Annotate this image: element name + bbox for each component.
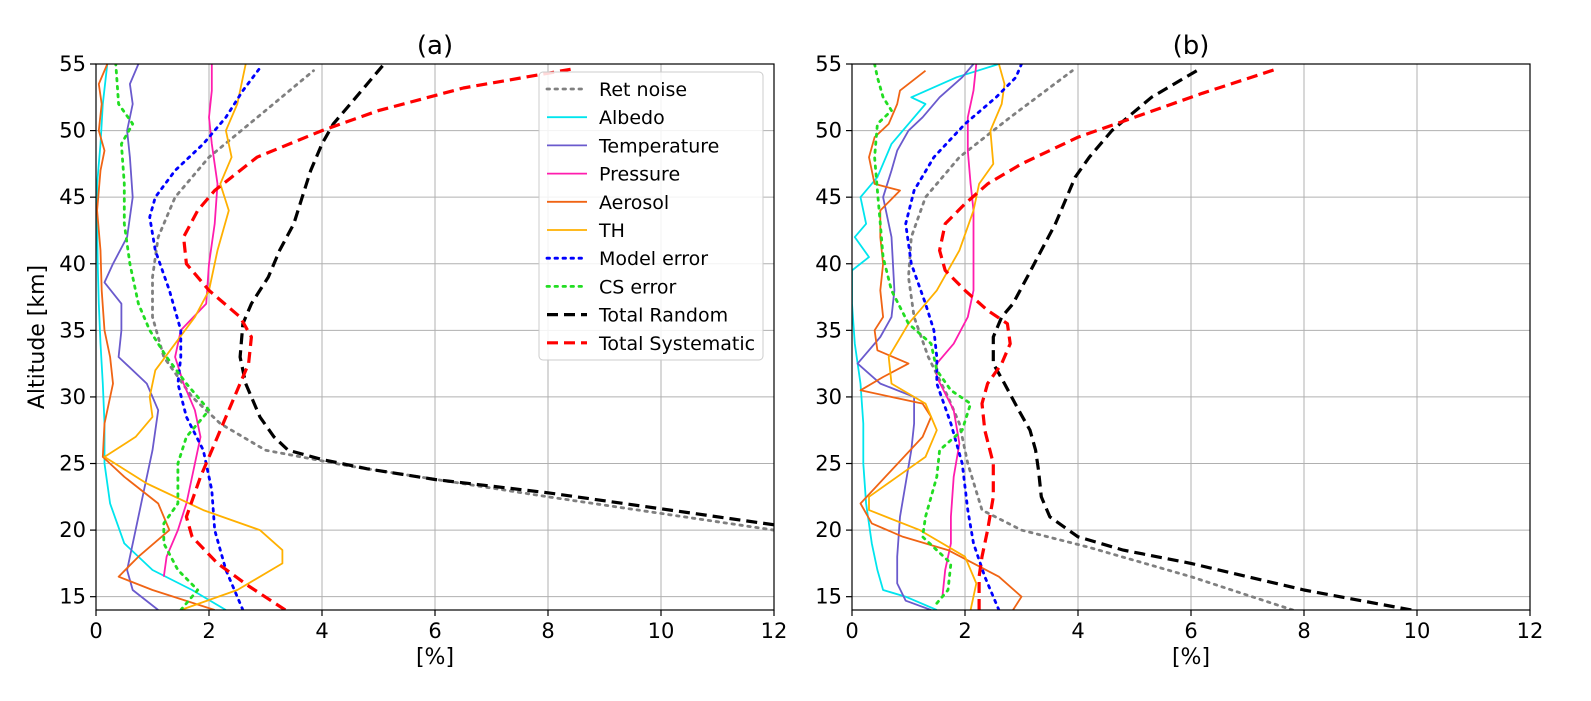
series-line-pressure [935,64,978,597]
series-line-total-systematic [938,67,1277,610]
y-tick-label: 30 [59,385,86,409]
series-line-aerosol [96,64,215,610]
series-line-albedo [852,64,1000,610]
y-tick-label: 40 [59,252,86,276]
y-tick-label: 35 [815,318,842,342]
y-tick-label: 20 [815,518,842,542]
series-line-albedo [96,64,227,610]
x-tick-label: 12 [1517,619,1544,643]
x-tick-label: 2 [958,619,971,643]
panel-a: 0 2 4 6 8 10 12 15 20 25 30 35 40 45 50 55 (a) [%] Altitud… [25,31,787,670]
series-line-th [868,64,1006,610]
legend-label-aerosol: Aerosol [599,192,669,214]
series-line-cs-error [873,64,972,605]
x-tick-label: 6 [428,619,441,643]
y-tick-label: 55 [59,52,86,76]
series-line-cs-error [114,64,211,610]
panel-title: (a) [417,31,453,61]
y-tick-label: 50 [815,119,842,143]
y-tick-label: 30 [815,385,842,409]
y-tick-label: 35 [59,318,86,342]
legend-label-ret-noise: Ret noise [599,79,687,101]
legend-label-temperature: Temperature [598,135,719,157]
legend-label-model-error: Model error [599,248,708,270]
series-group [852,64,1412,610]
x-tick-label: 8 [541,619,554,643]
x-tick-label: 4 [315,619,328,643]
x-tick-label: 12 [761,619,788,643]
y-tick-label: 15 [815,585,842,609]
panel-b: 0 2 4 6 8 10 12 15 20 25 30 35 40 45 50 55 (b) [%] [815,31,1543,670]
x-tick-label: 6 [1184,619,1197,643]
y-tick-label: 25 [59,452,86,476]
legend-label-th: TH [598,220,625,242]
series-line-th [103,64,284,610]
x-tick-label: 4 [1071,619,1084,643]
x-tick-label: 0 [89,619,102,643]
series-line-model-error [904,64,1023,610]
x-axis-label: [%] [1172,645,1210,670]
x-axis-label: [%] [416,645,454,670]
legend-label-albedo: Albedo [599,107,665,129]
legend: Ret noise Albedo Temperature Pressure Aeroso… [538,71,764,361]
series-line-temperature [103,64,160,610]
x-tick-label: 2 [202,619,215,643]
x-tick-label: 10 [1404,619,1431,643]
series-line-temperature [856,64,975,610]
y-tick-label: 50 [59,119,86,143]
x-tick-label: 10 [648,619,675,643]
y-tick-label: 20 [59,518,86,542]
legend-label-pressure: Pressure [599,164,680,186]
series-line-total-systematic [182,67,571,610]
legend-label-total-random: Total Random [598,305,728,327]
y-tick-label: 40 [815,252,842,276]
y-tick-label: 15 [59,585,86,609]
x-tick-label: 8 [1297,619,1310,643]
series-line-model-error [148,66,262,610]
legend-label-cs-error: CS error [599,276,677,298]
y-tick-label: 45 [59,185,86,209]
series-line-pressure [162,64,219,577]
x-tick-label: 0 [845,619,858,643]
y-axis-label: Altitude [km] [25,265,50,409]
series-line-total-random [238,64,774,527]
legend-label-total-systematic: Total Systematic [598,333,755,355]
series-group [96,64,774,610]
panel-title: (b) [1173,31,1210,61]
series-line-ret-noise [907,69,1295,610]
legend-box [538,71,764,361]
series-line-total-random [991,69,1412,610]
y-tick-label: 55 [815,52,842,76]
grid [851,63,1531,610]
y-tick-label: 45 [815,185,842,209]
y-tick-label: 25 [815,452,842,476]
series-line-aerosol [859,69,1023,610]
